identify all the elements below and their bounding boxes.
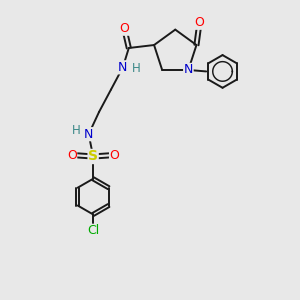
Text: H: H <box>132 62 141 75</box>
Text: N: N <box>184 64 193 76</box>
Text: Cl: Cl <box>87 224 99 237</box>
Text: O: O <box>67 148 77 161</box>
Text: S: S <box>88 149 98 164</box>
Text: H: H <box>72 124 81 137</box>
Text: N: N <box>84 128 93 141</box>
Text: O: O <box>119 22 129 35</box>
Text: O: O <box>194 16 204 29</box>
Text: N: N <box>118 61 128 74</box>
Text: O: O <box>110 148 119 161</box>
